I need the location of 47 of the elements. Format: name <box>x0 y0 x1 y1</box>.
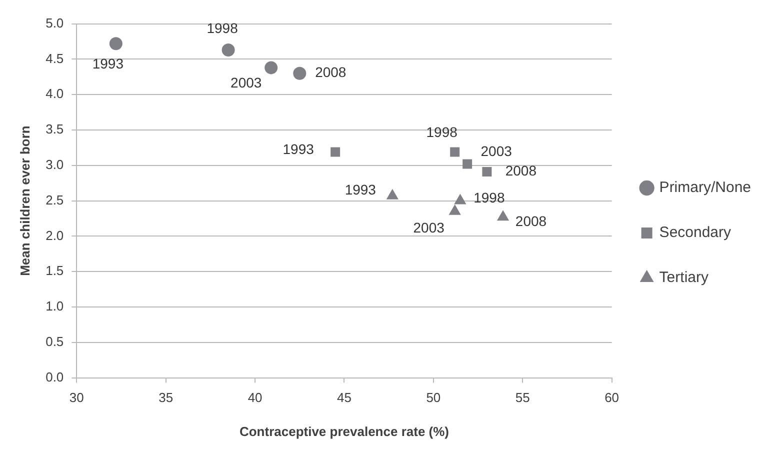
annotation: 2003 <box>230 74 262 91</box>
x-tick-label: 45 <box>337 390 352 406</box>
x-tick-label: 30 <box>69 390 84 406</box>
point <box>293 66 306 80</box>
point <box>222 43 235 56</box>
point <box>330 147 340 157</box>
x-tick-label: 60 <box>604 390 620 406</box>
point <box>482 167 492 177</box>
x-tick-label: 40 <box>248 390 262 406</box>
annotation: 1998 <box>426 124 458 140</box>
x-tick-label: 55 <box>515 390 530 406</box>
annotation: 1993 <box>344 182 376 198</box>
y-tick-label: 1.5 <box>46 263 64 278</box>
point <box>449 204 461 215</box>
annotation: 2003 <box>480 142 512 159</box>
y-tick-label: 3.0 <box>46 156 64 172</box>
y-tick-label: 2.0 <box>46 228 64 243</box>
point <box>109 37 122 50</box>
y-tick-label: 4.0 <box>46 86 64 102</box>
annotation: 2008 <box>315 64 346 80</box>
y-tick-label: 0.0 <box>46 369 64 384</box>
point <box>497 210 509 221</box>
annotation: 2003 <box>413 219 445 236</box>
y-tick-label: 3.5 <box>46 122 64 137</box>
point <box>450 147 460 157</box>
annotation: 1993 <box>92 55 124 72</box>
y-tick-label: 5.0 <box>46 15 64 30</box>
annotation: 1993 <box>282 140 314 157</box>
x-axis-title: Contraceptive prevalence rate (%) <box>239 424 450 439</box>
y-tick-label: 4.5 <box>46 50 64 66</box>
annotation: 2008 <box>515 212 547 229</box>
legend-label: Primary/None <box>659 179 752 196</box>
x-tick-label: 50 <box>426 390 441 406</box>
y-tick-label: 2.5 <box>46 192 64 208</box>
point <box>264 61 278 74</box>
y-tick-label: 0.5 <box>46 334 64 349</box>
x-tick-label: 35 <box>158 390 174 406</box>
legend-label: Secondary <box>659 224 732 242</box>
legend-label: Tertiary <box>659 269 709 286</box>
point <box>462 159 472 169</box>
point <box>386 189 398 200</box>
point <box>454 194 466 204</box>
annotation: 1998 <box>206 20 238 36</box>
annotation: 1998 <box>474 190 505 206</box>
y-axis-title: Mean children ever born <box>17 126 32 276</box>
y-tick-label: 1.0 <box>46 298 64 314</box>
annotation: 2008 <box>505 162 537 179</box>
